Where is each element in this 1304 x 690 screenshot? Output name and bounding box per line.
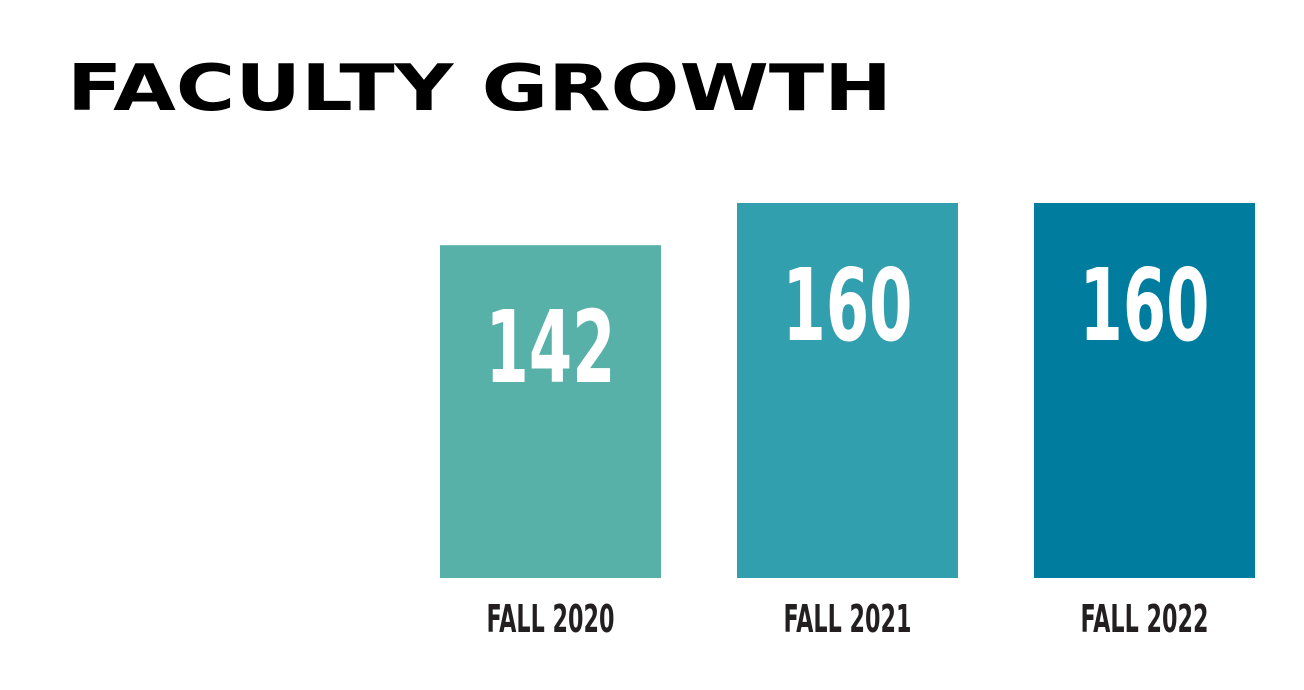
- bar: [440, 245, 661, 578]
- value-label: 160: [783, 247, 913, 364]
- chart-title: FACULTY GROWTH: [67, 52, 892, 126]
- x-tick-label: FALL 2020: [487, 597, 615, 641]
- value-label: 160: [1080, 247, 1210, 364]
- x-tick-label: FALL 2022: [1081, 597, 1209, 641]
- bar: [737, 203, 958, 578]
- x-tick-label: FALL 2021: [784, 597, 912, 641]
- value-label: 142: [486, 289, 616, 406]
- bar: [1034, 203, 1255, 578]
